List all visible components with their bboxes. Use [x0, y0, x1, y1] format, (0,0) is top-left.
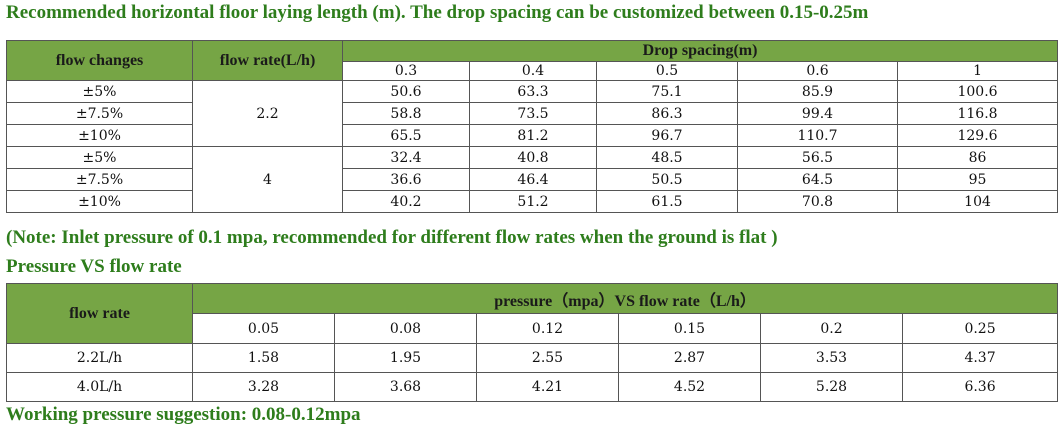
- value-cell: 75.1: [596, 80, 738, 103]
- spacing-header: 0.5: [596, 61, 738, 81]
- value-cell: 96.7: [596, 124, 738, 147]
- value-cell: 5.28: [760, 372, 903, 402]
- value-cell: 3.28: [192, 372, 335, 402]
- value-cell: 1.95: [334, 343, 477, 373]
- inlet-pressure-note: (Note: Inlet pressure of 0.1 mpa, recomm…: [6, 227, 778, 248]
- value-cell: 73.5: [469, 102, 597, 125]
- value-cell: 40.2: [342, 190, 470, 213]
- flow-change-cell: ±5%: [6, 146, 193, 169]
- pressure-header: 0.15: [618, 313, 761, 344]
- header-pressure: pressure（mpa）VS flow rate（L/h）: [191, 283, 1059, 314]
- spacing-header: 1: [896, 61, 1059, 81]
- value-cell: 86: [896, 146, 1059, 169]
- table-row: ±7.5% 58.8 73.5 86.3 99.4 116.8: [6, 102, 1059, 125]
- value-cell: 81.2: [469, 124, 597, 147]
- flow-rate-cell: 4: [192, 146, 343, 213]
- value-cell: 40.8: [469, 146, 597, 169]
- value-cell: 86.3: [596, 102, 738, 125]
- value-cell: 99.4: [737, 102, 898, 125]
- table-row: ±10% 40.2 51.2 61.5 70.8 104: [6, 190, 1059, 213]
- flow-change-cell: ±5%: [6, 80, 193, 103]
- flow-change-cell: ±7.5%: [6, 168, 193, 191]
- pressure-header: 0.05: [192, 313, 335, 344]
- header-flow-changes: flow changes: [6, 40, 193, 81]
- value-cell: 4.37: [901, 343, 1059, 373]
- pressure-section-title: Pressure VS flow rate: [6, 256, 182, 277]
- value-cell: 64.5: [737, 168, 898, 191]
- header-flow-rate: flow rate: [6, 283, 193, 344]
- value-cell: 61.5: [596, 190, 738, 213]
- spacing-header: 0.3: [342, 61, 470, 81]
- value-cell: 32.4: [342, 146, 470, 169]
- value-cell: 100.6: [896, 80, 1059, 103]
- table-row: ±10% 65.5 81.2 96.7 110.7 129.6: [6, 124, 1059, 147]
- value-cell: 85.9: [737, 80, 898, 103]
- value-cell: 50.6: [342, 80, 470, 103]
- value-cell: 50.5: [596, 168, 738, 191]
- pressure-header: 0.08: [334, 313, 477, 344]
- value-cell: 95: [896, 168, 1059, 191]
- pressure-header: 0.2: [760, 313, 903, 344]
- value-cell: 65.5: [342, 124, 470, 147]
- flow-rate-cell: 2.2: [192, 80, 343, 147]
- value-cell: 3.53: [760, 343, 903, 373]
- flow-rate-cell: 4.0L/h: [6, 372, 193, 402]
- pressure-header: 0.12: [476, 313, 619, 344]
- flow-change-cell: ±10%: [6, 124, 193, 147]
- flow-change-cell: ±7.5%: [6, 102, 193, 125]
- header-drop-spacing: Drop spacing(m): [341, 40, 1059, 62]
- flow-rate-cell: 2.2L/h: [6, 343, 193, 373]
- value-cell: 2.87: [618, 343, 761, 373]
- page-title: Recommended horizontal floor laying leng…: [6, 2, 869, 23]
- value-cell: 1.58: [192, 343, 335, 373]
- value-cell: 58.8: [342, 102, 470, 125]
- value-cell: 2.55: [476, 343, 619, 373]
- value-cell: 56.5: [737, 146, 898, 169]
- value-cell: 116.8: [896, 102, 1059, 125]
- table-row: 4.0L/h 3.28 3.68 4.21 4.52 5.28 6.36: [6, 372, 1059, 402]
- value-cell: 70.8: [737, 190, 898, 213]
- value-cell: 110.7: [737, 124, 898, 147]
- table-row: ±5% 4 32.4 40.8 48.5 56.5 86: [6, 146, 1059, 213]
- pressure-header: 0.25: [901, 313, 1059, 344]
- value-cell: 129.6: [896, 124, 1059, 147]
- value-cell: 48.5: [596, 146, 738, 169]
- value-cell: 63.3: [469, 80, 597, 103]
- table-row: ±7.5% 36.6 46.4 50.5 64.5 95: [6, 168, 1059, 191]
- value-cell: 51.2: [469, 190, 597, 213]
- value-cell: 4.52: [618, 372, 761, 402]
- pressure-flow-table: flow rate pressure（mpa）VS flow rate（L/h）…: [6, 283, 1059, 402]
- laying-length-table: flow changes flow rate(L/h) Drop spacing…: [6, 40, 1059, 213]
- spacing-header: 0.6: [737, 61, 898, 81]
- value-cell: 4.21: [476, 372, 619, 402]
- table-row: 2.2L/h 1.58 1.95 2.55 2.87 3.53 4.37: [6, 343, 1059, 373]
- value-cell: 36.6: [342, 168, 470, 191]
- value-cell: 104: [896, 190, 1059, 213]
- value-cell: 3.68: [334, 372, 477, 402]
- spacing-header: 0.4: [469, 61, 597, 81]
- working-pressure-suggestion: Working pressure suggestion: 0.08-0.12mp…: [6, 404, 361, 425]
- header-flow-rate: flow rate(L/h): [192, 40, 343, 81]
- table-row: ±5% 2.2 50.6 63.3 75.1 85.9 100.6: [6, 80, 1059, 147]
- value-cell: 6.36: [901, 372, 1059, 402]
- value-cell: 46.4: [469, 168, 597, 191]
- flow-change-cell: ±10%: [6, 190, 193, 213]
